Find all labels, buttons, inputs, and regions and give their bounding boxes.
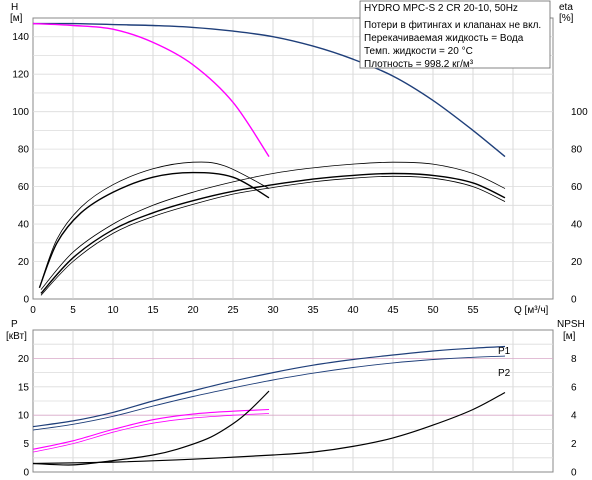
bottom-y-right-unit: [м]	[563, 331, 576, 342]
note-temperature: Темп. жидкости = 20 °C	[364, 46, 473, 57]
x-tick-label: 10	[107, 305, 119, 316]
series-label-p2: P2	[498, 368, 511, 379]
top-panel: 0 5 10 15 20 25 30 35 40 45 50 55 0 20 40 60 80 100 120 14…	[10, 0, 588, 316]
bottom-y-left-tick-labels: 0 5 10 15 20	[18, 354, 30, 479]
y-right-tick-label: 0	[571, 295, 577, 306]
top-y-right-unit: [%]	[559, 13, 574, 24]
y-right-tick-label: 100	[571, 107, 588, 118]
x-tick-label: 30	[267, 305, 279, 316]
x-tick-label: 25	[227, 305, 239, 316]
bot-series-line-5	[32, 391, 506, 465]
bot-series-line-0	[32, 345, 506, 428]
top-series-line-6	[40, 175, 506, 296]
note-density: Плотность = 998.2 кг/м³	[364, 59, 474, 70]
y-right-tick-label: 8	[571, 354, 577, 365]
top-plot-frame	[32, 17, 554, 300]
top-x-axis-label: Q [м³/ч]	[514, 305, 549, 316]
top-y-right-tick-labels: 0 20 40 60 80 100	[571, 107, 588, 305]
y-left-tick-label: 20	[18, 354, 30, 365]
x-tick-label: 40	[347, 305, 359, 316]
chart-title: HYDRO MPC-S 2 CR 20-10, 50Hz	[364, 3, 518, 14]
top-y-left-unit: [м]	[10, 13, 23, 24]
top-series-line-3	[39, 161, 270, 288]
x-tick-label: 45	[387, 305, 399, 316]
bottom-y-right-label: NPSH	[557, 319, 585, 330]
y-right-tick-label: 0	[571, 468, 577, 479]
info-box	[359, 0, 551, 69]
top-series-line-5	[40, 161, 506, 290]
bottom-y-right-tick-labels: 0 2 4 6 8	[571, 354, 577, 479]
top-series-line-1	[32, 22, 270, 157]
x-tick-label: 0	[30, 305, 36, 316]
top-series-line-0	[32, 22, 506, 158]
y-right-tick-label: 20	[571, 257, 583, 268]
top-y-left-tick-labels: 0 20 40 60 80 100 120 140	[12, 32, 29, 305]
y-left-tick-label: 120	[12, 70, 29, 81]
x-tick-label: 15	[147, 305, 159, 316]
y-right-tick-label: 60	[571, 182, 583, 193]
top-series-line-4	[40, 172, 506, 294]
top-y-right-label: eta	[559, 2, 573, 13]
y-right-tick-label: 80	[571, 145, 583, 156]
note-fittings: Потери в фитингах и клапанах не вкл.	[364, 19, 541, 31]
bottom-y-left-unit: [кВт]	[6, 331, 27, 342]
top-x-tick-labels: 0 5 10 15 20 25 30 35 40 45 50 55	[30, 305, 479, 316]
x-tick-label: 35	[307, 305, 319, 316]
y-left-tick-label: 20	[18, 257, 30, 268]
y-right-tick-label: 4	[571, 411, 577, 422]
y-right-tick-label: 6	[571, 382, 577, 393]
y-left-tick-label: 40	[18, 220, 30, 231]
y-right-tick-label: 2	[571, 439, 577, 450]
note-liquid: Перекачиваемая жидкость = Вода	[364, 33, 524, 44]
series-label-p1: P1	[498, 346, 511, 357]
y-left-tick-label: 0	[23, 295, 29, 306]
y-left-tick-label: 10	[18, 411, 30, 422]
y-left-tick-label: 15	[18, 382, 30, 393]
bottom-series	[32, 345, 506, 466]
bot-series-line-4	[32, 390, 270, 466]
y-left-tick-label: 0	[23, 468, 29, 479]
y-left-tick-label: 5	[23, 439, 29, 450]
bottom-panel: 0 5 10 15 20 0 2 4 6 8 P [кВт] NPSH [м] P1 P2	[6, 319, 585, 479]
bot-series-line-1	[32, 355, 506, 431]
y-right-tick-label: 40	[571, 220, 583, 231]
y-left-tick-label: 60	[18, 182, 30, 193]
bottom-y-left-label: P	[11, 319, 18, 330]
y-left-tick-label: 140	[12, 32, 29, 43]
x-tick-label: 55	[467, 305, 479, 316]
bot-series-line-3	[32, 413, 270, 453]
y-left-tick-label: 100	[12, 107, 29, 118]
y-left-tick-label: 80	[18, 145, 30, 156]
top-series-line-2	[38, 171, 270, 289]
x-tick-label: 5	[70, 305, 76, 316]
x-tick-label: 20	[187, 305, 199, 316]
top-series	[32, 22, 506, 296]
bot-series-line-2	[32, 408, 270, 450]
bottom-grid	[33, 330, 553, 472]
x-tick-label: 50	[427, 305, 439, 316]
top-y-left-label: H	[11, 2, 18, 13]
